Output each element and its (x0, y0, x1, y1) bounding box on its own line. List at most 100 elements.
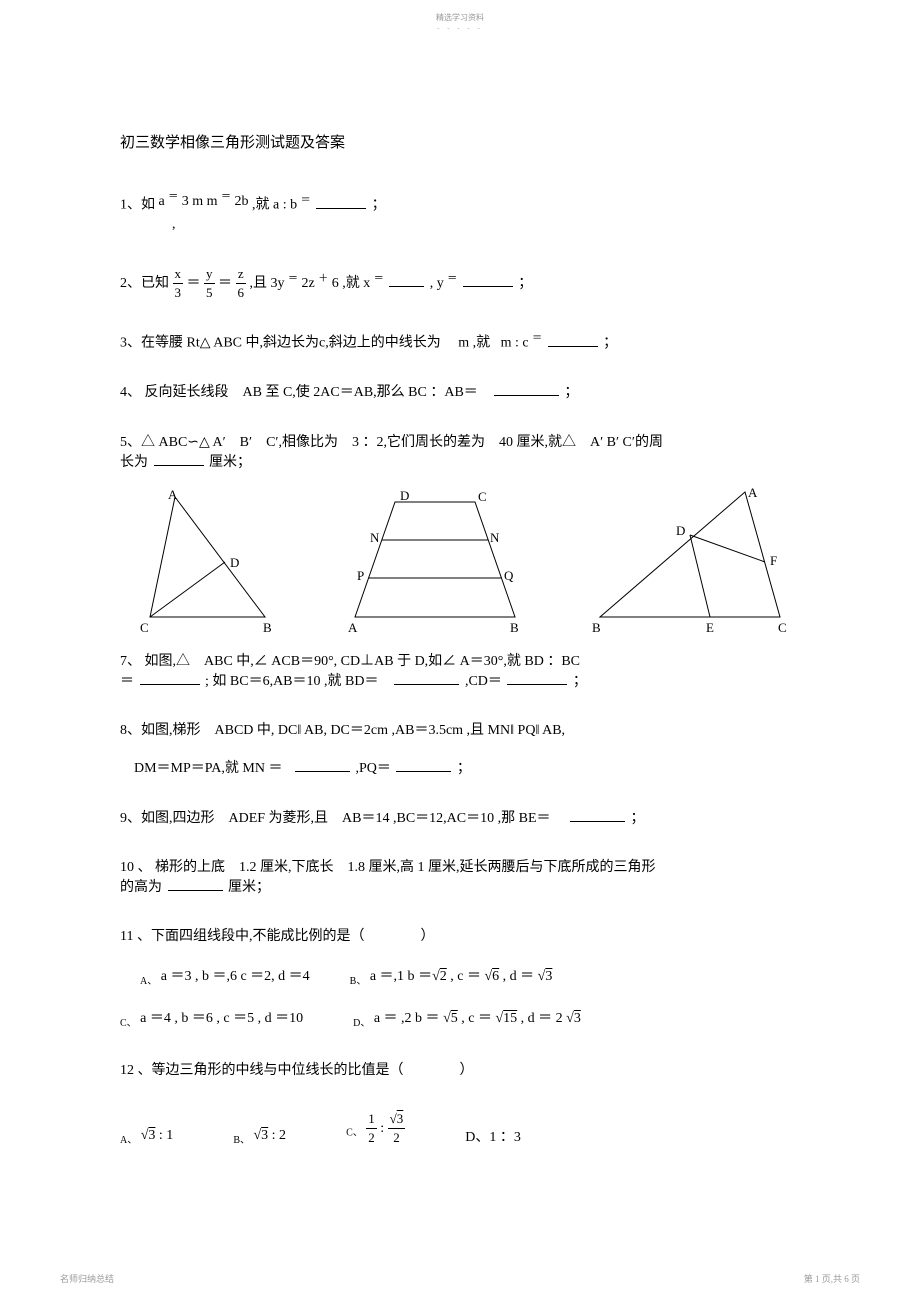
question-11: 11 、下面四组线段中,不能成比例的是（ ） A、 a ＝3 , b ＝,6 c… (120, 927, 800, 1030)
svg-text:A: A (168, 487, 178, 502)
q2-prefix: 2、已知 (120, 276, 169, 291)
svg-text:C: C (778, 620, 787, 635)
svg-text:D: D (400, 488, 409, 503)
svg-text:C: C (140, 620, 149, 635)
q3-m: m ,就 (458, 336, 490, 351)
q1-2b: 2b (235, 194, 249, 209)
q3-suffix: ； (603, 336, 617, 351)
q2-6: 6 (332, 276, 339, 291)
diagram-1: A D C B (120, 487, 300, 637)
q8-text-a: 8、如图,梯形 ABCD 中, DC‖ AB, DC＝2cm ,AB＝3.5cm… (120, 721, 800, 741)
q12-opt-d: D、1 ：3 (465, 1128, 521, 1148)
q7-text-c: ; 如 BC＝6,AB＝10 ,就 BD＝ (205, 674, 378, 689)
q2-mid2: ,就 x (342, 276, 370, 291)
svg-text:F: F (770, 553, 777, 568)
q12-opt-a: A、 √3 : 1 (120, 1126, 173, 1148)
q12-opt-c: C、 12 : √32 (346, 1110, 405, 1147)
q7-text-b: ＝ (120, 674, 138, 689)
q7-suffix: ； (573, 674, 587, 689)
svg-text:B: B (510, 620, 519, 635)
footer-right: 第 1 页,共 6 页 (804, 1272, 860, 1285)
q4-blank (494, 395, 559, 396)
header-dashes: - - - - - (0, 24, 920, 32)
q3-ratio: m : c (501, 336, 529, 351)
svg-text:A: A (748, 487, 758, 500)
diagram-2: D C N N P Q A B (330, 487, 550, 637)
q11-opt-c: C、 a ＝4 , b ＝6 , c ＝5 , d ＝10 (120, 1009, 303, 1031)
question-2: 2、已知 x3 ＝ y5 ＝ z6 ,且 3y ＝ 2z ＋ 6 ,就 x ＝ … (120, 265, 800, 302)
question-3: 3、在等腰 Rt△ ABC 中,斜边长为c,斜边上的中线长为 m ,就 m : … (120, 332, 800, 353)
svg-text:A: A (348, 620, 358, 635)
q8-text-c: ,PQ＝ (355, 761, 390, 776)
question-1: 1、如 a ＝ 3 m m ＝ 2b ,就 a : b ＝ ； , (120, 194, 800, 235)
q3-text-a: 3、在等腰 Rt△ ABC 中,斜边长为c,斜边上的中线长为 (120, 336, 441, 351)
question-12: 12 、等边三角形的中线与中位线长的比值是（ ） A、 √3 : 1 B、 √3… (120, 1061, 800, 1148)
q2-plus: ＋ (318, 273, 328, 284)
q11-text: 11 、下面四组线段中,不能成比例的是（ ） (120, 927, 800, 947)
q1-prefix: 1、如 (120, 198, 155, 213)
q12-text: 12 、等边三角形的中线与中位线长的比值是（ ） (120, 1061, 800, 1081)
question-10: 10 、 梯形的上底 1.2 厘米,下底长 1.8 厘米,高 1 厘米,延长两腰… (120, 858, 800, 897)
q11-opt-b: B、 a ＝,1 b ＝√2 , c ＝ √6 , d ＝ √3 (350, 967, 553, 989)
q9-suffix: ； (631, 811, 645, 826)
q7-text-d: ,CD＝ (465, 674, 505, 689)
q2-2z: 2z (302, 276, 315, 291)
svg-text:N: N (370, 530, 380, 545)
q2-frac-x: x3 (173, 265, 184, 302)
q4-text: 4、 反向延长线段 AB 至 C,使 2AC＝AB,那么 BC ：AB＝ (120, 385, 478, 400)
q2-mid1: ,且 3y (250, 276, 285, 291)
svg-text:N: N (490, 530, 500, 545)
q1-a: a (159, 194, 165, 209)
q3-eq: ＝ (532, 333, 542, 344)
q12-opt-b: B、 √3 : 2 (233, 1126, 286, 1148)
q10-text-b: 的高为 (120, 880, 166, 895)
q11-opt-d: D、 a ＝ ,2 b ＝ √5 , c ＝ √15 , d ＝ 2 √3 (353, 1009, 581, 1031)
svg-text:D: D (676, 523, 685, 538)
q2-eq1: ＝ (288, 273, 298, 284)
q7-blank3 (507, 684, 567, 685)
question-9: 9、如图,四边形 ADEF 为菱形,且 AB＝14 ,BC＝12,AC＝10 ,… (120, 809, 800, 829)
q10-text-c: 厘米； (228, 880, 270, 895)
q7-blank1 (140, 684, 200, 685)
footer-left: 名师归纳总结 (60, 1272, 114, 1285)
question-7: 7、 如图,△ ABC 中,∠ ACB＝90°, CD⊥AB 于 D,如∠ A＝… (120, 652, 800, 691)
q5-text-a: 5、△ ABC∽△ A′ B′ C′,相像比为 3 ：2,它们周长的差为 40 … (120, 433, 800, 453)
question-4: 4、 反向延长线段 AB 至 C,使 2AC＝AB,那么 BC ：AB＝ ； (120, 383, 800, 403)
q3-blank (548, 346, 598, 347)
q11-opt-a: A、 a ＝3 , b ＝,6 c ＝2, d ＝4 (140, 967, 310, 989)
q7-blank2 (394, 684, 459, 685)
q8-blank1 (295, 771, 350, 772)
q2-blank1 (389, 286, 424, 287)
q9-blank (570, 821, 625, 822)
question-8: 8、如图,梯形 ABCD 中, DC‖ AB, DC＝2cm ,AB＝3.5cm… (120, 721, 800, 778)
q2-frac-y: y5 (204, 265, 215, 302)
q7-text-a: 7、 如图,△ ABC 中,∠ ACB＝90°, CD⊥AB 于 D,如∠ A＝… (120, 652, 800, 672)
q8-blank2 (396, 771, 451, 772)
document-content: 初三数学相像三角形测试题及答案 1、如 a ＝ 3 m m ＝ 2b ,就 a … (120, 133, 800, 1178)
svg-text:Q: Q (504, 568, 514, 583)
svg-text:B: B (592, 620, 601, 635)
q1-blank (316, 208, 366, 209)
q1-mid: ,就 a : b (252, 198, 297, 213)
svg-text:D: D (230, 555, 239, 570)
q10-blank (168, 890, 223, 891)
q5-blank (154, 465, 204, 466)
q2-frac-z: z6 (236, 265, 247, 302)
q1-eq3: ＝ (301, 195, 311, 206)
q5-text-b: 长为 (120, 455, 152, 470)
q2-eq2: ＝ (374, 273, 384, 284)
svg-text:B: B (263, 620, 272, 635)
svg-text:C: C (478, 489, 487, 504)
q10-text-a: 10 、 梯形的上底 1.2 厘米,下底长 1.8 厘米,高 1 厘米,延长两腰… (120, 858, 800, 878)
question-5: 5、△ ABC∽△ A′ B′ C′,相像比为 3 ：2,它们周长的差为 40 … (120, 433, 800, 472)
q4-suffix: ； (564, 385, 578, 400)
q1-3m: 3 m m (182, 194, 218, 209)
q2-suffix: ； (518, 276, 532, 291)
q8-text-b: DM＝MP＝PA,就 MN ＝ (120, 761, 282, 776)
diagrams-row: A D C B D C N N P Q A B A D F B E C (120, 487, 800, 637)
q5-text-c: 厘米； (209, 455, 251, 470)
diagram-3: A D F B E C (580, 487, 800, 637)
q1-suffix: ； (372, 198, 386, 213)
q2-eq3: ＝ (447, 273, 457, 284)
svg-text:P: P (357, 568, 364, 583)
